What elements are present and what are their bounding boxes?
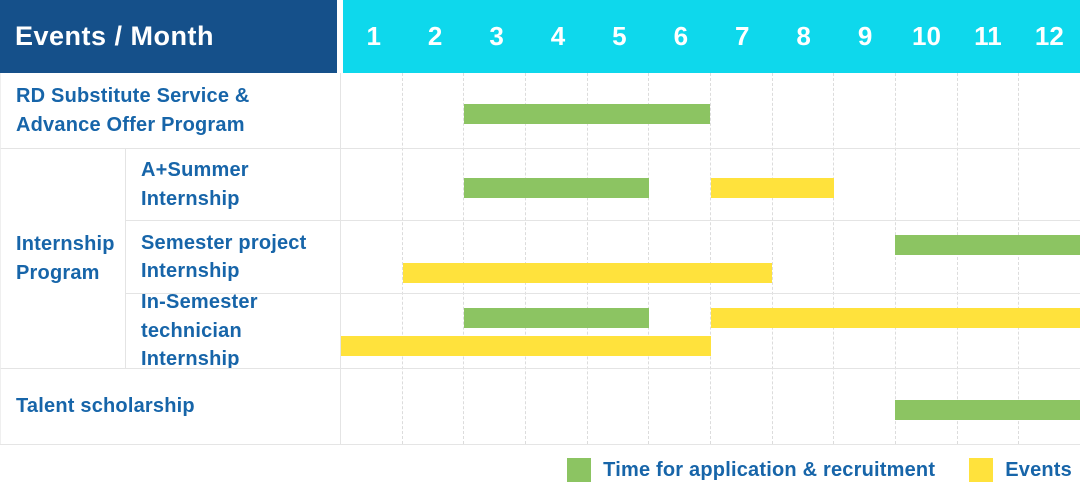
group-label: Internship	[16, 233, 115, 255]
month-label: 5	[612, 21, 627, 51]
table-header-title: Events / Month	[0, 0, 337, 73]
row-label: RD Substitute Service &	[16, 85, 250, 107]
bar-application-recruitment	[895, 235, 1080, 255]
bar-application-recruitment	[464, 177, 649, 198]
month-label: 6	[673, 21, 689, 51]
bar-application-recruitment	[464, 103, 711, 124]
month-label: 8	[796, 21, 811, 51]
legend-label-events: Events	[1005, 458, 1072, 481]
gantt-row-track	[340, 73, 1080, 148]
month-label: 2	[427, 21, 443, 51]
month-label: 11	[974, 21, 1002, 51]
gantt-row-track	[340, 293, 1080, 368]
row-label: Talent scholarship	[16, 395, 195, 418]
legend-swatch-recruitment	[567, 458, 592, 482]
month-label: 1	[366, 21, 381, 51]
gantt-row-track	[340, 368, 1080, 444]
row-label: A+Summer	[141, 159, 249, 181]
gantt-table: Events / Month 1 2 3 4 5 6 7 8 9 10 11 12 Internshi…	[0, 0, 1080, 445]
month-label: 12	[1034, 21, 1064, 51]
legend-item-recruitment: Time for application & recruitment	[567, 458, 935, 482]
row-label: Semester project	[141, 231, 307, 254]
group-label: Program	[16, 261, 100, 284]
row-label-cell: Semester project Internship	[125, 220, 340, 293]
month-label: 9	[857, 21, 873, 51]
row-label-cell: A+Summer Internship	[125, 148, 340, 220]
row-label: technician Internship	[141, 319, 242, 371]
month-label: 4	[550, 21, 566, 51]
month-label: 10	[912, 21, 941, 51]
bar-events	[710, 308, 1080, 328]
row-label-cell: Talent scholarship	[0, 368, 340, 444]
row-label: Internship	[141, 260, 240, 282]
legend-item-events: Events	[969, 458, 1072, 482]
row-label-cell: In-Semester technician Internship	[125, 291, 340, 370]
legend-label-recruitment: Time for application & recruitment	[603, 458, 936, 481]
bar-application-recruitment	[464, 308, 649, 328]
gantt-row-track	[340, 148, 1080, 220]
month-label: 7	[735, 21, 750, 51]
bar-events	[710, 177, 834, 198]
month-header: 1 2 3 4 5 6 7 8 9 10 11 12	[343, 0, 1080, 73]
gantt-row-track	[340, 220, 1080, 293]
row-label: In-Semester	[141, 291, 258, 314]
legend: Time for application & recruitment Events	[0, 458, 1080, 482]
bar-events	[402, 263, 773, 283]
group-label-cell: Internship Program	[0, 148, 125, 368]
row-label-cell: RD Substitute Service & Advance Offer Pro…	[0, 73, 340, 148]
row-label: Internship	[141, 187, 240, 210]
month-label: 3	[489, 21, 504, 51]
row-label: Advance Offer Program	[16, 113, 245, 136]
legend-swatch-events	[969, 458, 994, 482]
bar-events	[341, 336, 711, 356]
bar-application-recruitment	[895, 399, 1080, 420]
